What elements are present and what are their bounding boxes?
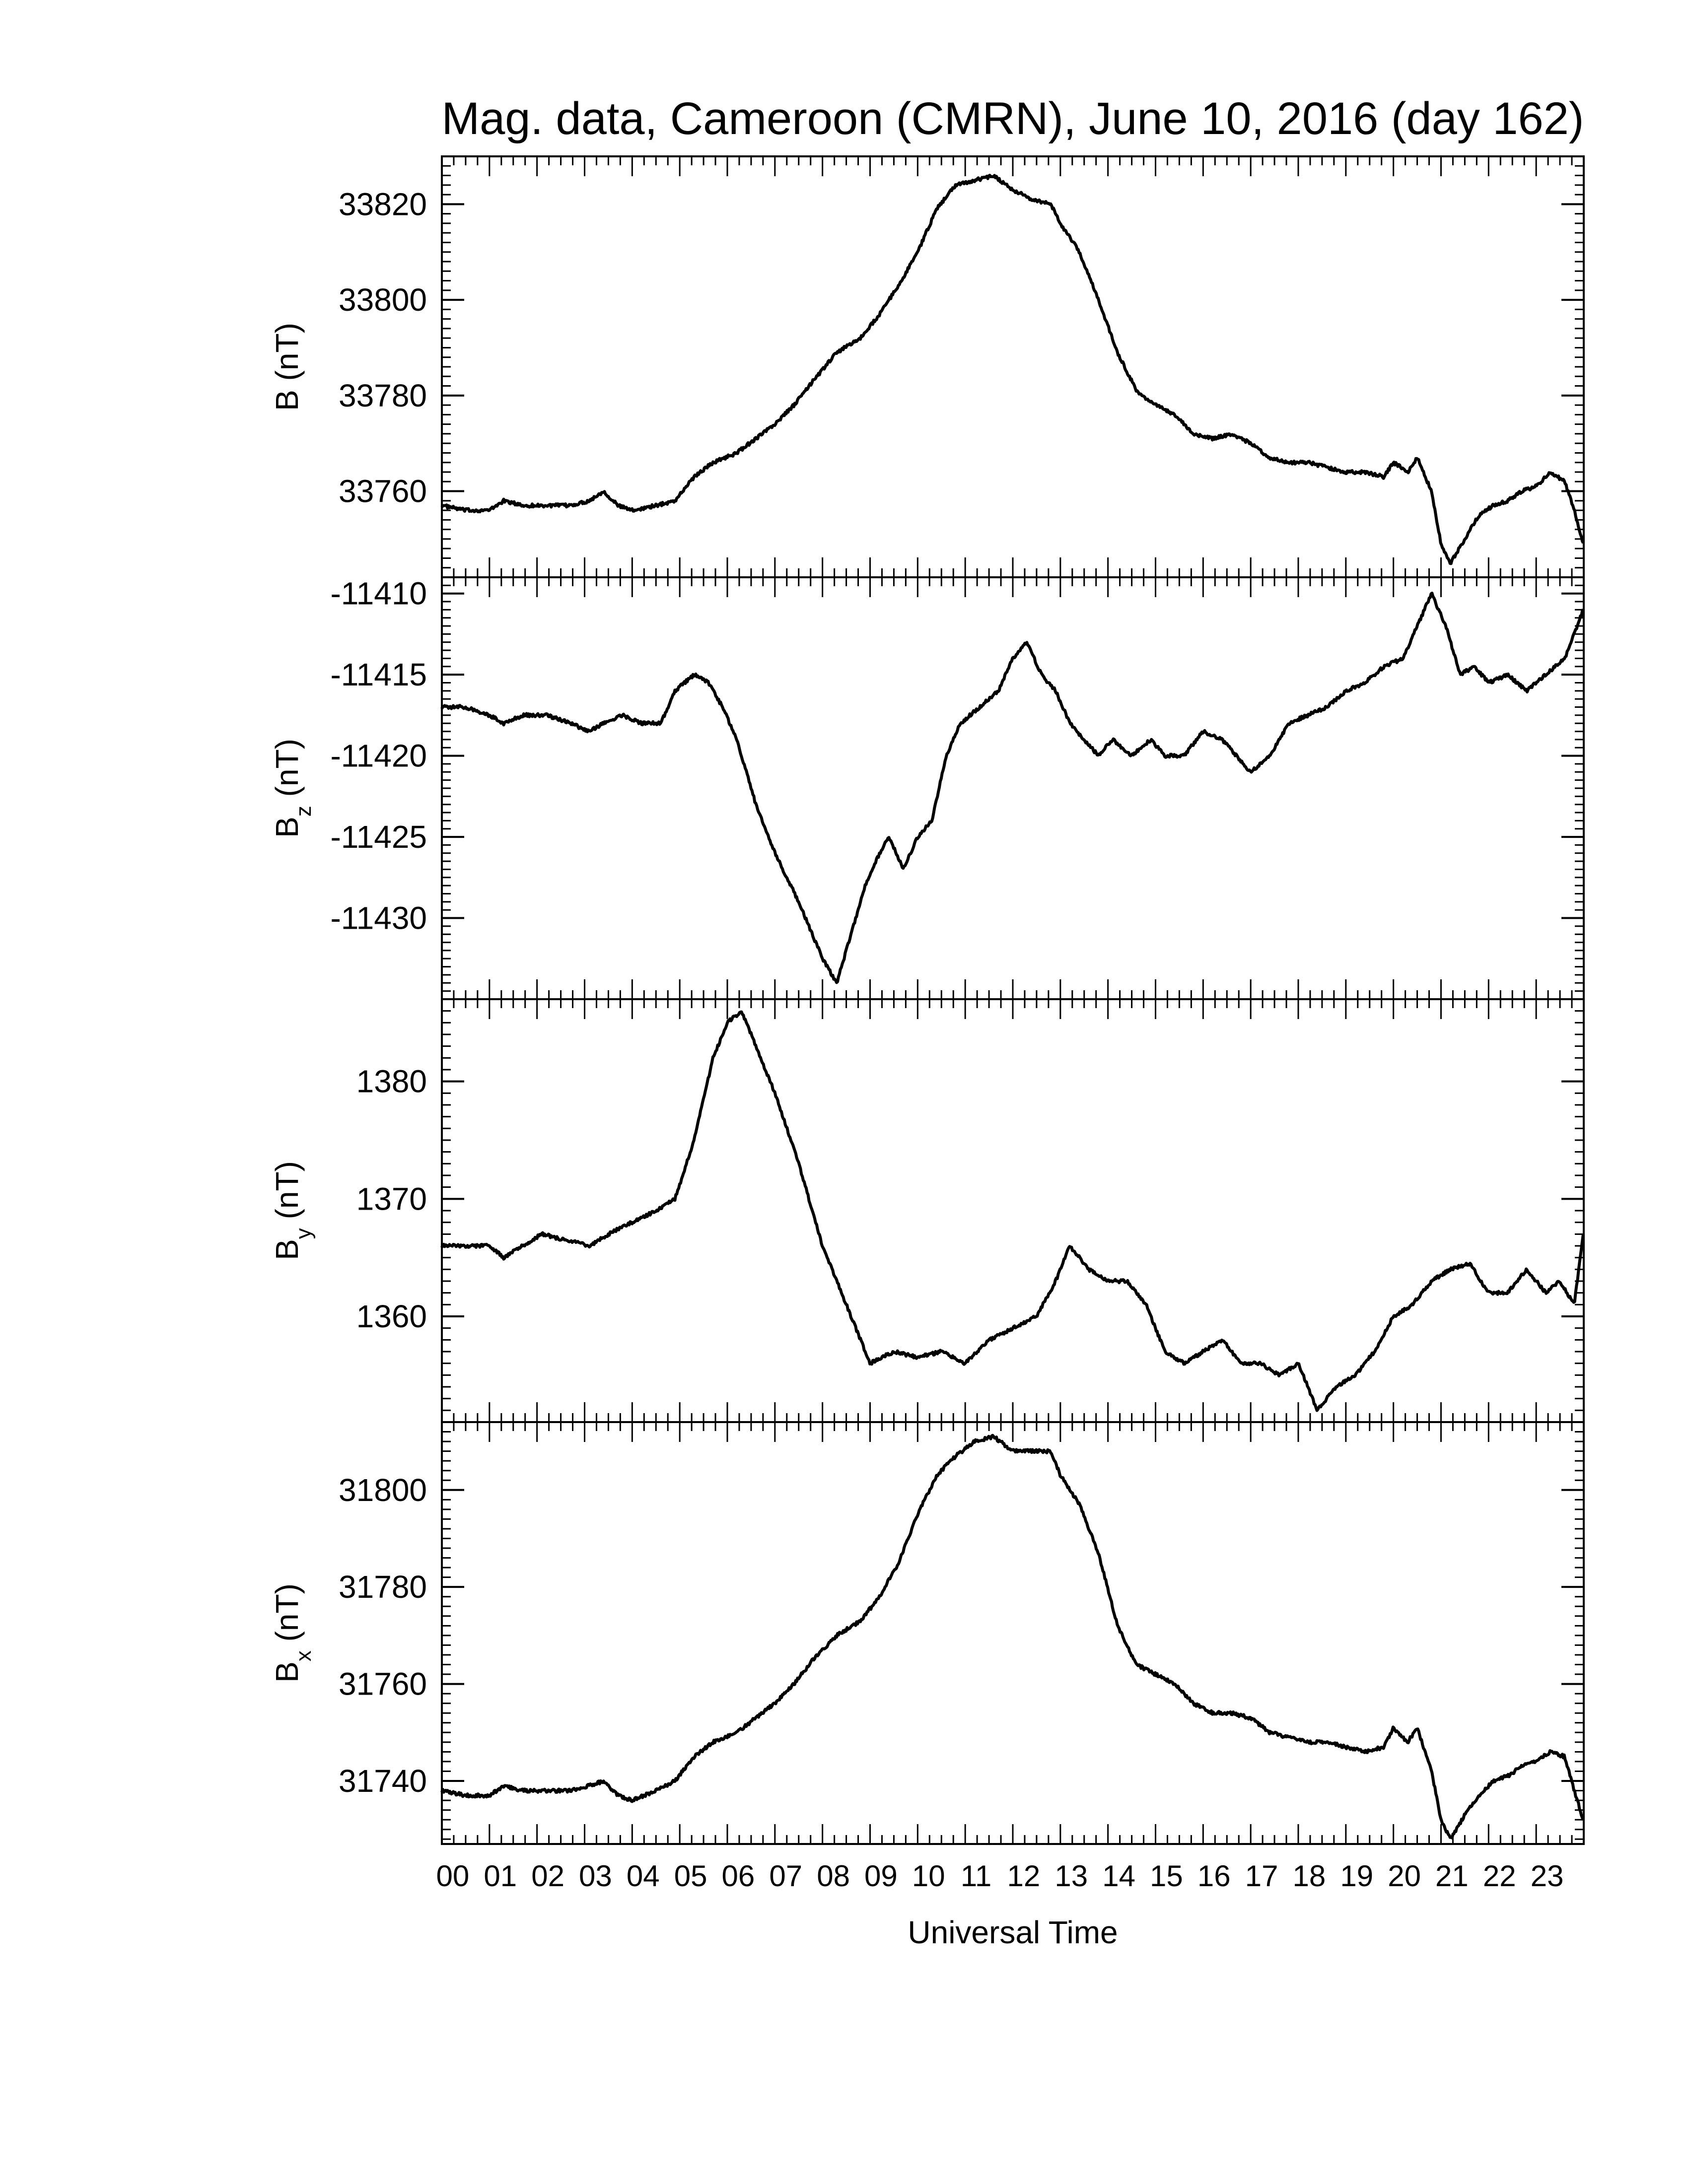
x-tick-label: 08 xyxy=(817,1859,850,1893)
x-tick-label: 12 xyxy=(1007,1859,1041,1893)
series-line-By xyxy=(440,1010,1585,1412)
y-tick-label: -11420 xyxy=(330,738,427,774)
x-tick-label: 15 xyxy=(1150,1859,1183,1893)
panel-Bx: 31740 31760 31780 31800 Bx (nT) xyxy=(269,1421,1585,1845)
x-tick-label: 06 xyxy=(722,1859,755,1893)
x-tick-label: 16 xyxy=(1197,1859,1231,1893)
y-tick-label: 1370 xyxy=(356,1181,427,1217)
y-axis-label-Bx: Bx (nT) xyxy=(269,1583,316,1683)
y-tick-label: 31780 xyxy=(339,1569,427,1605)
x-tick-label: 10 xyxy=(912,1859,945,1893)
panel-By: 1360 1370 1380 By (nT) xyxy=(269,998,1585,1423)
y-axis-label-By: By (nT) xyxy=(269,1161,316,1260)
x-tick-label: 13 xyxy=(1055,1859,1088,1893)
y-axis-label-Bz: Bz (nT) xyxy=(269,739,316,838)
series-line-B xyxy=(440,174,1585,565)
y-tick-label: 31800 xyxy=(339,1472,427,1508)
x-tick-label: 05 xyxy=(674,1859,707,1893)
y-tick-label: 33760 xyxy=(339,474,427,509)
x-tick-label: 09 xyxy=(864,1859,898,1893)
x-tick-label: 21 xyxy=(1435,1859,1469,1893)
y-tick-label: 33780 xyxy=(339,378,427,413)
y-tick-label: 31760 xyxy=(339,1666,427,1702)
y-tick-label: -11430 xyxy=(330,900,427,936)
x-tick-label: 23 xyxy=(1531,1859,1564,1893)
y-tick-label: -11415 xyxy=(330,657,427,692)
panel-B: 33760 33780 33800 33820 B (nT) xyxy=(269,155,1585,578)
x-tick-label: 11 xyxy=(961,1859,991,1893)
x-tick-label: 18 xyxy=(1293,1859,1326,1893)
panels: 33760 33780 33800 33820 B (nT) -11410 -11415 -1… xyxy=(269,155,1585,1845)
x-tick-label: 22 xyxy=(1483,1859,1516,1893)
series-line-Bx xyxy=(440,1433,1585,1840)
y-tick-label: 31740 xyxy=(339,1763,427,1799)
y-tick-label: -11425 xyxy=(330,819,427,855)
x-axis: 00 01 02 03 04 05 06 07 08 09 10 11 12 13 14 15 16 17 18 19… xyxy=(436,1859,1564,1893)
y-tick-label: 33800 xyxy=(339,282,427,318)
x-tick-label: 19 xyxy=(1340,1859,1373,1893)
x-tick-label: 03 xyxy=(579,1859,612,1893)
x-tick-label: 17 xyxy=(1245,1859,1278,1893)
x-tick-label: 01 xyxy=(484,1859,517,1893)
y-tick-label: -11410 xyxy=(330,576,427,612)
x-tick-label: 20 xyxy=(1388,1859,1421,1893)
x-axis-label: Universal Time xyxy=(908,1914,1118,1950)
chart-title: Mag. data, Cameroon (CMRN), June 10, 201… xyxy=(441,93,1584,144)
series-line-Bz xyxy=(440,592,1585,984)
x-tick-label: 00 xyxy=(436,1859,470,1893)
y-tick-label: 1380 xyxy=(356,1064,427,1099)
x-tick-label: 07 xyxy=(769,1859,802,1893)
x-tick-label: 02 xyxy=(531,1859,564,1893)
y-axis-label-B: B (nT) xyxy=(269,323,305,411)
x-tick-label: 14 xyxy=(1102,1859,1135,1893)
y-tick-label: 33820 xyxy=(339,186,427,222)
x-tick-label: 04 xyxy=(627,1859,660,1893)
y-tick-label: 1360 xyxy=(356,1298,427,1334)
